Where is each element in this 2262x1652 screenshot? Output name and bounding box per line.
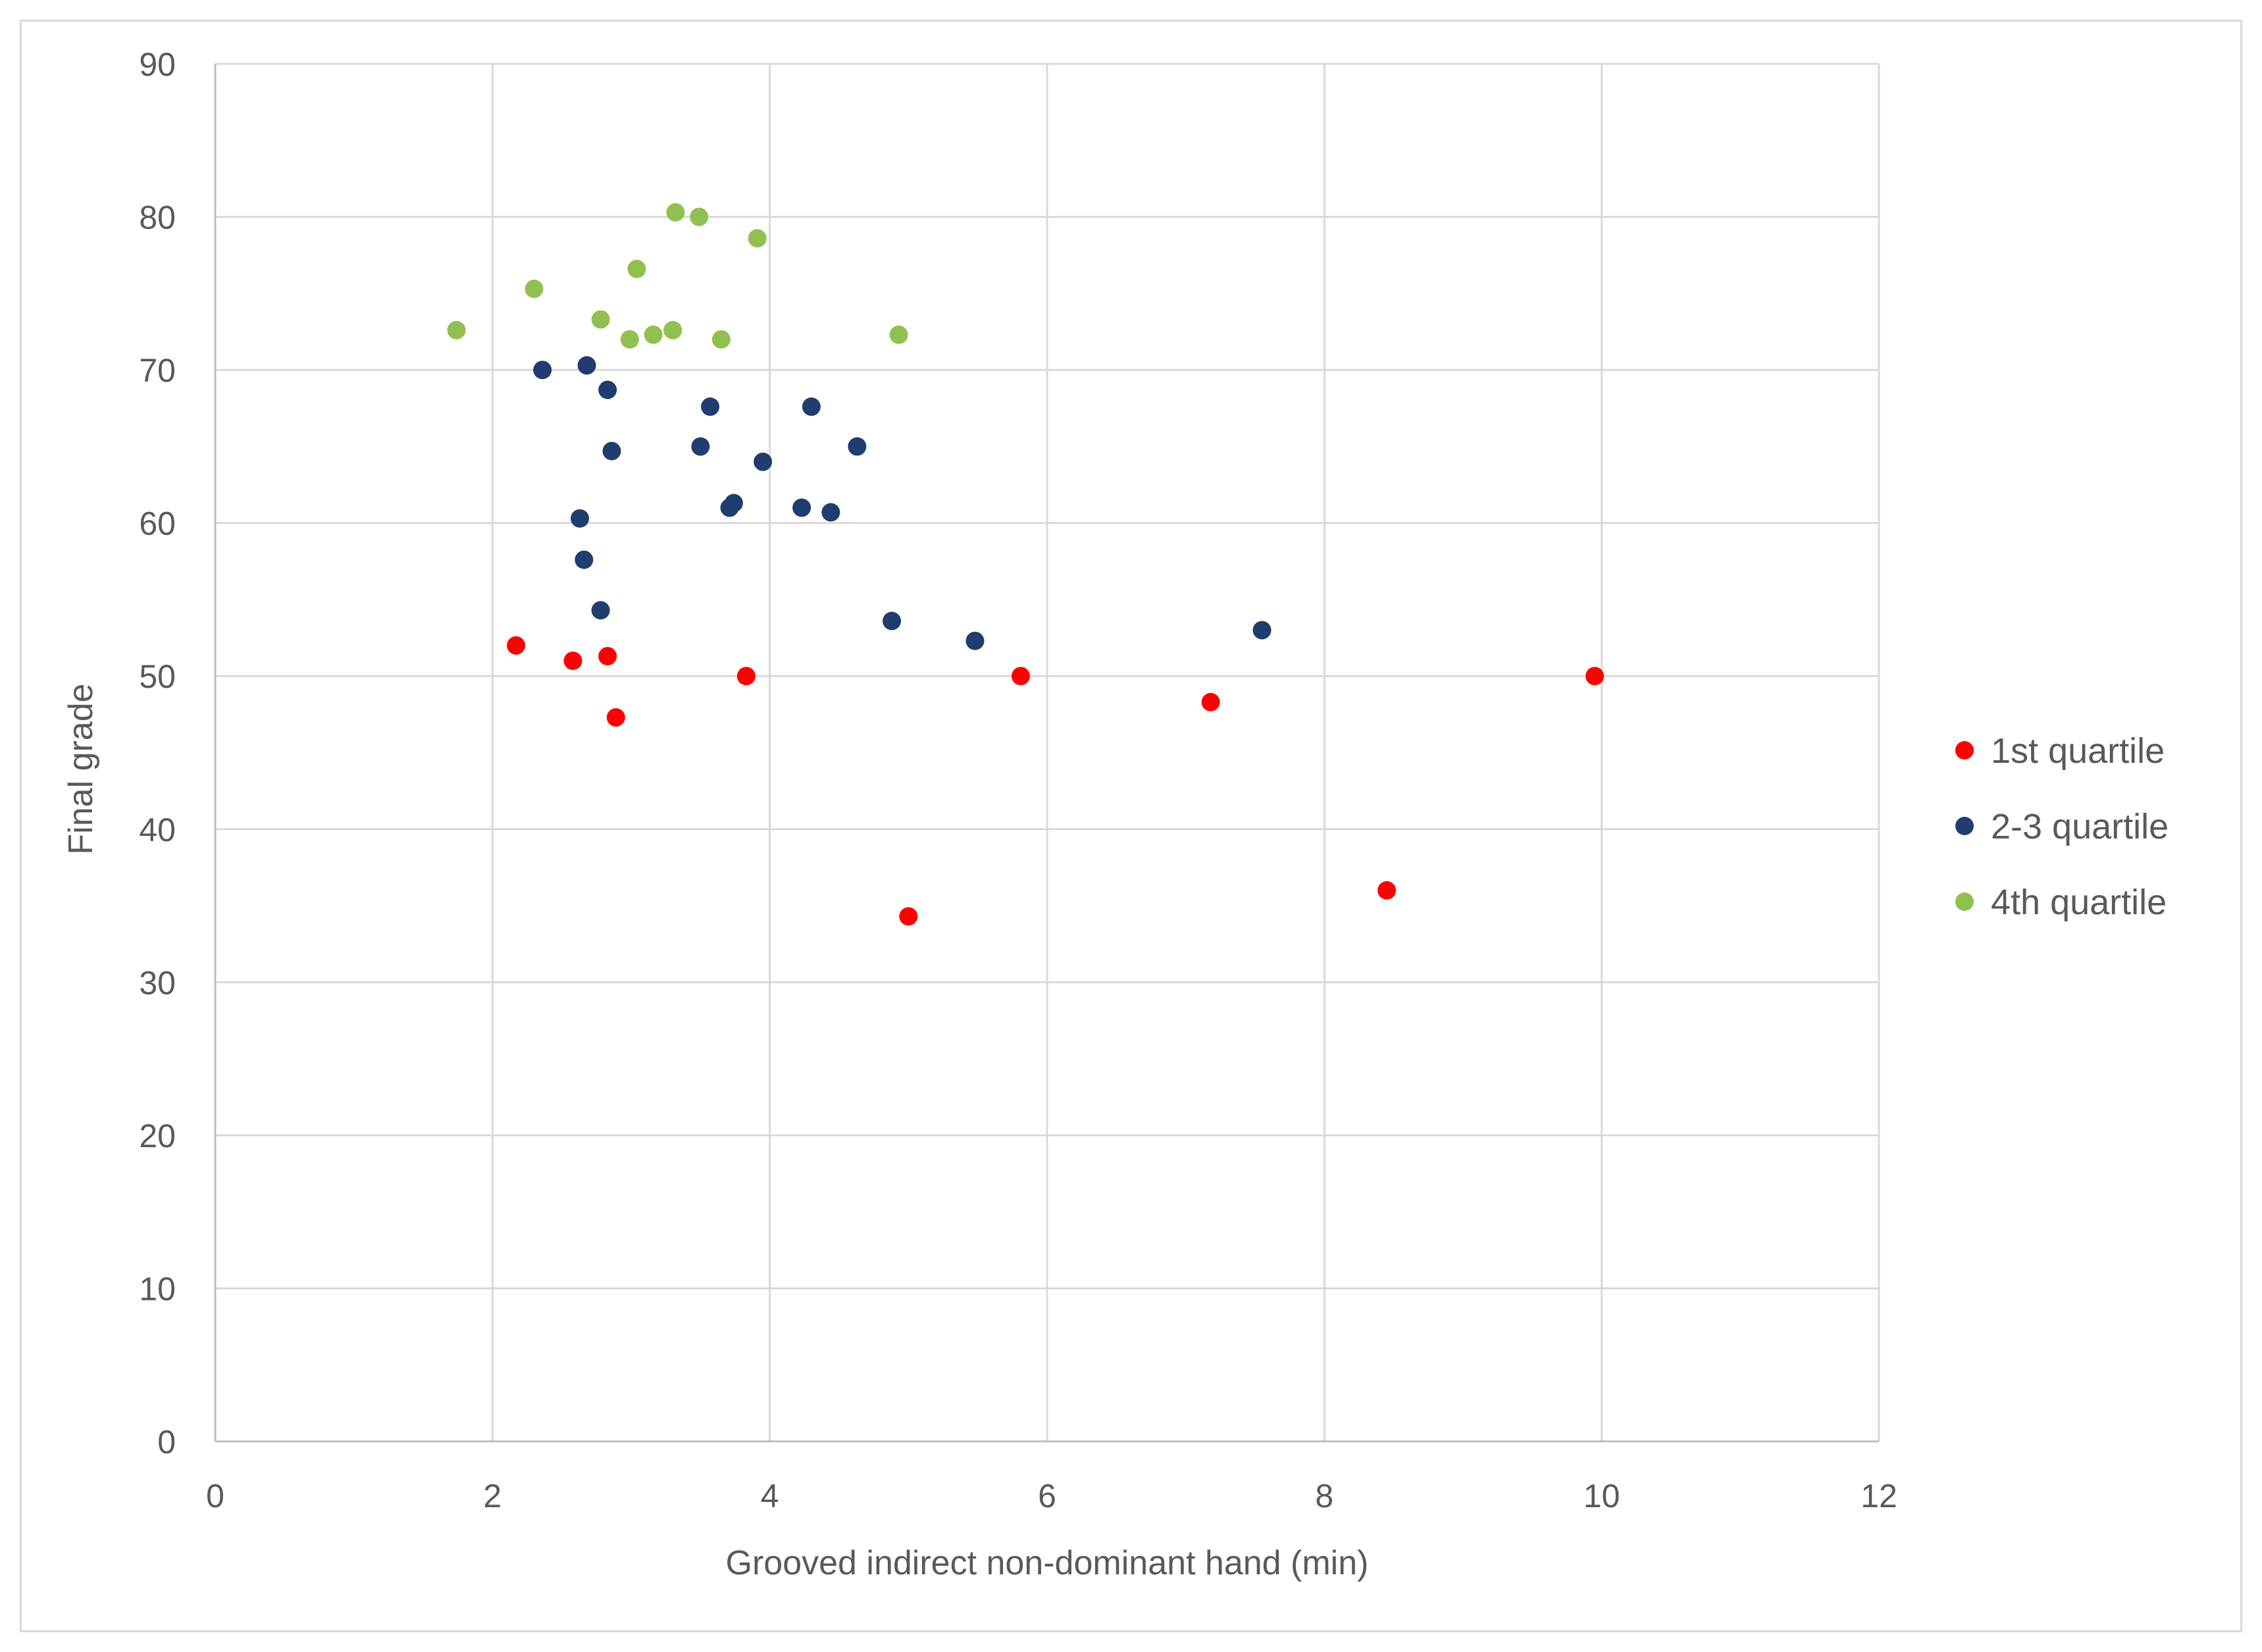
data-point-4th-quartile [711, 330, 731, 349]
data-point-2-3-quartile [577, 356, 596, 375]
x-tick-label: 4 [761, 1478, 779, 1514]
data-point-1st-quartile [507, 636, 526, 655]
data-point-1st-quartile [1377, 881, 1397, 900]
data-point-4th-quartile [666, 203, 685, 222]
data-point-4th-quartile [447, 321, 466, 340]
legend-marker [1955, 741, 1974, 760]
x-tick-label: 10 [1583, 1478, 1620, 1514]
data-point-2-3-quartile [802, 397, 821, 416]
chart-frame [20, 20, 2242, 1632]
data-point-4th-quartile [627, 259, 646, 278]
legend: 1st quartile 2-3 quartile 4th quartile [1955, 731, 2169, 922]
legend-label: 1st quartile [1991, 731, 2165, 771]
y-tick-label: 90 [139, 46, 176, 83]
data-point-4th-quartile [690, 207, 709, 226]
y-tick-label: 50 [139, 658, 176, 695]
data-point-4th-quartile [889, 325, 908, 344]
data-point-4th-quartile [525, 279, 544, 298]
data-point-2-3-quartile [1252, 621, 1272, 640]
data-point-4th-quartile [748, 229, 767, 248]
y-tick-label: 20 [139, 1118, 176, 1154]
data-point-2-3-quartile [848, 437, 867, 456]
y-tick-label: 30 [139, 964, 176, 1001]
x-tick-label: 8 [1315, 1478, 1333, 1514]
data-points [447, 203, 1605, 926]
axes [214, 64, 1879, 1443]
tick-labels: 0 2 4 6 8 10 12 0 10 20 30 40 50 60 70 80 90 [139, 46, 1897, 1514]
legend-label: 2-3 quartile [1991, 807, 2169, 846]
data-point-2-3-quartile [571, 509, 590, 528]
data-point-2-3-quartile [575, 550, 594, 569]
y-tick-label: 10 [139, 1270, 176, 1307]
data-point-2-3-quartile [598, 380, 617, 400]
gridlines [215, 63, 1880, 1441]
data-point-1st-quartile [598, 646, 617, 665]
legend-label: 4th quartile [1991, 883, 2167, 922]
data-point-2-3-quartile [591, 601, 610, 620]
y-tick-label: 40 [139, 812, 176, 848]
data-point-2-3-quartile [965, 631, 985, 650]
data-point-2-3-quartile [754, 452, 773, 471]
y-tick-label: 70 [139, 352, 176, 389]
data-point-1st-quartile [899, 907, 918, 926]
data-point-2-3-quartile [821, 503, 840, 522]
data-point-2-3-quartile [602, 442, 621, 461]
data-point-4th-quartile [663, 321, 682, 340]
data-point-1st-quartile [606, 708, 625, 727]
x-tick-label: 6 [1038, 1478, 1056, 1514]
data-point-4th-quartile [644, 325, 663, 344]
data-point-2-3-quartile [724, 494, 743, 513]
x-tick-label: 0 [206, 1478, 224, 1514]
data-point-2-3-quartile [883, 611, 902, 631]
data-point-2-3-quartile [691, 437, 710, 456]
legend-marker [1955, 892, 1974, 911]
x-axis-title: Grooved indirect non-dominant hand (min) [726, 1544, 1369, 1582]
y-tick-label: 80 [139, 199, 176, 236]
x-tick-label: 12 [1861, 1478, 1897, 1514]
legend-marker [1955, 817, 1974, 835]
data-point-2-3-quartile [701, 397, 720, 416]
data-point-1st-quartile [736, 667, 756, 686]
data-point-2-3-quartile [792, 498, 811, 517]
data-point-1st-quartile [1201, 692, 1220, 711]
y-tick-label: 60 [139, 505, 176, 542]
y-tick-label: 0 [157, 1424, 176, 1460]
data-point-2-3-quartile [533, 361, 552, 380]
data-point-4th-quartile [591, 310, 610, 329]
y-axis-title: Final grade [62, 683, 100, 854]
x-tick-label: 2 [483, 1478, 501, 1514]
data-point-1st-quartile [563, 651, 582, 670]
data-point-1st-quartile [1585, 667, 1605, 686]
data-point-1st-quartile [1011, 667, 1030, 686]
data-point-4th-quartile [620, 330, 639, 349]
